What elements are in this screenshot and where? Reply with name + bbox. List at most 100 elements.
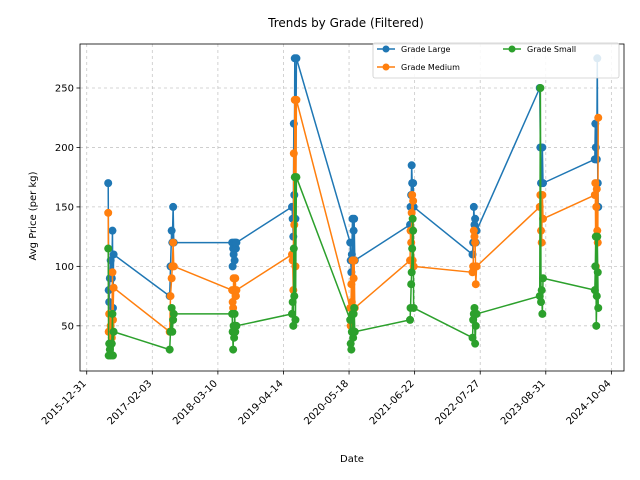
data-point	[537, 298, 546, 307]
data-point	[232, 286, 241, 295]
data-point	[104, 208, 113, 217]
data-point	[470, 232, 479, 241]
data-point	[409, 226, 418, 235]
data-point	[407, 268, 416, 277]
legend-swatch-marker	[382, 63, 390, 71]
legend: Grade Large Grade Medium Grade Small	[372, 42, 620, 79]
data-point	[593, 268, 602, 277]
data-point	[232, 321, 241, 330]
data-point	[538, 309, 547, 318]
data-point	[471, 321, 480, 330]
y-tick-label: 250	[55, 83, 74, 94]
data-point	[167, 274, 176, 283]
data-point	[537, 238, 546, 247]
data-point	[108, 226, 117, 235]
data-point	[104, 179, 113, 188]
data-point	[168, 327, 177, 336]
data-point	[346, 238, 355, 247]
legend-label: Grade Medium	[401, 63, 460, 72]
data-point	[109, 250, 118, 259]
series-grade-small	[104, 83, 603, 360]
data-point	[468, 268, 477, 277]
data-point	[287, 309, 296, 318]
data-point	[407, 208, 416, 217]
data-point	[350, 303, 359, 312]
data-point	[469, 202, 478, 211]
data-point	[592, 292, 601, 301]
data-point	[231, 244, 240, 253]
data-point	[228, 298, 237, 307]
data-point	[231, 274, 240, 283]
chart-title: Trends by Grade (Filtered)	[267, 16, 424, 30]
data-point	[349, 309, 358, 318]
data-point	[472, 309, 481, 318]
legend-swatch-marker	[508, 45, 516, 53]
data-point	[472, 262, 481, 271]
data-point	[292, 173, 301, 182]
data-point	[350, 256, 359, 265]
series-layer	[104, 54, 603, 360]
legend-label: Grade Large	[401, 45, 451, 54]
data-point	[231, 292, 240, 301]
y-axis-label: Avg Price (per kg)	[28, 171, 39, 260]
data-point	[349, 226, 358, 235]
data-point	[169, 202, 178, 211]
legend-box	[372, 42, 620, 79]
data-point	[289, 244, 298, 253]
data-point	[471, 214, 480, 223]
data-point	[108, 351, 117, 360]
data-point	[592, 321, 601, 330]
legend-item: Grade Small	[503, 45, 576, 54]
data-point	[169, 238, 178, 247]
data-point	[407, 161, 416, 170]
data-point	[407, 280, 416, 289]
data-point	[232, 238, 241, 247]
data-point	[468, 250, 477, 259]
data-point	[166, 292, 175, 301]
data-point	[109, 327, 118, 336]
data-point	[289, 149, 298, 158]
data-point	[408, 214, 417, 223]
data-point	[108, 268, 117, 277]
data-point	[292, 54, 301, 63]
data-point	[539, 274, 548, 283]
data-point	[409, 196, 418, 205]
data-point	[592, 155, 601, 164]
data-point	[165, 345, 174, 354]
data-point	[230, 333, 239, 342]
data-point	[409, 179, 418, 188]
data-point	[169, 309, 178, 318]
data-point	[471, 339, 480, 348]
data-point	[537, 286, 546, 295]
data-point	[107, 339, 116, 348]
data-point	[104, 244, 113, 253]
data-point	[108, 309, 117, 318]
legend-swatch-marker	[382, 45, 390, 53]
data-point	[594, 303, 603, 312]
y-tick-label: 50	[61, 321, 74, 332]
data-point	[592, 185, 601, 194]
data-point	[230, 309, 239, 318]
data-point	[536, 83, 545, 92]
data-point	[169, 262, 178, 271]
data-point	[290, 292, 299, 301]
data-point	[109, 283, 118, 292]
data-point	[594, 113, 603, 122]
data-point	[349, 274, 358, 283]
data-point	[591, 119, 600, 128]
y-tick-label: 200	[55, 143, 74, 154]
data-point	[593, 232, 602, 241]
data-point	[408, 191, 417, 200]
legend-item: Grade Large	[377, 45, 451, 54]
data-point	[291, 315, 300, 324]
data-point	[347, 345, 356, 354]
data-point	[230, 256, 239, 265]
data-point	[350, 214, 359, 223]
legend-label: Grade Small	[527, 45, 576, 54]
data-point	[350, 327, 359, 336]
data-point	[408, 244, 417, 253]
data-point	[231, 327, 240, 336]
data-point	[169, 315, 178, 324]
